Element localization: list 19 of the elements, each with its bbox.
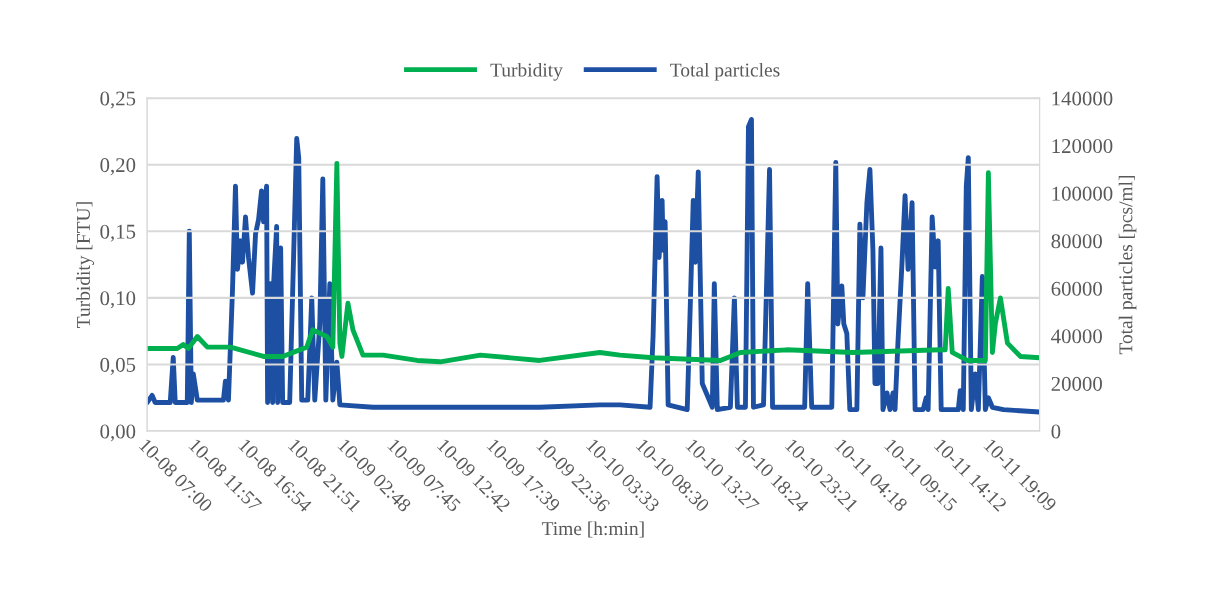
y2-tick-label: 0 <box>1051 424 1061 439</box>
y2-tick-label: 80000 <box>1051 234 1102 249</box>
y2-axis-title: Total particles [pcs/ml] <box>1118 176 1137 355</box>
y-tick-label: 0,05 <box>100 357 136 375</box>
y2-tick-label: 100000 <box>1052 186 1113 201</box>
x-axis-title: Time [h:min] <box>541 521 644 538</box>
y-tick-label: 0,00 <box>100 424 136 442</box>
legend-label: Turbidity <box>490 62 563 81</box>
legend-label: Total particles <box>670 62 780 81</box>
y2-tick-label: 20000 <box>1051 376 1102 391</box>
y2-tick-label: 40000 <box>1051 329 1102 344</box>
y-axis-title: Turbidity [FTU] <box>76 202 95 328</box>
y2-tick-label: 60000 <box>1051 281 1102 296</box>
y-tick-label: 0,20 <box>100 158 136 176</box>
y-tick-label: 0,25 <box>100 91 136 109</box>
y-tick-label: 0,10 <box>100 291 136 309</box>
y2-tick-label: 140000 <box>1052 91 1113 106</box>
y2-tick-label: 120000 <box>1052 139 1113 154</box>
y-tick-label: 0,15 <box>100 224 136 242</box>
